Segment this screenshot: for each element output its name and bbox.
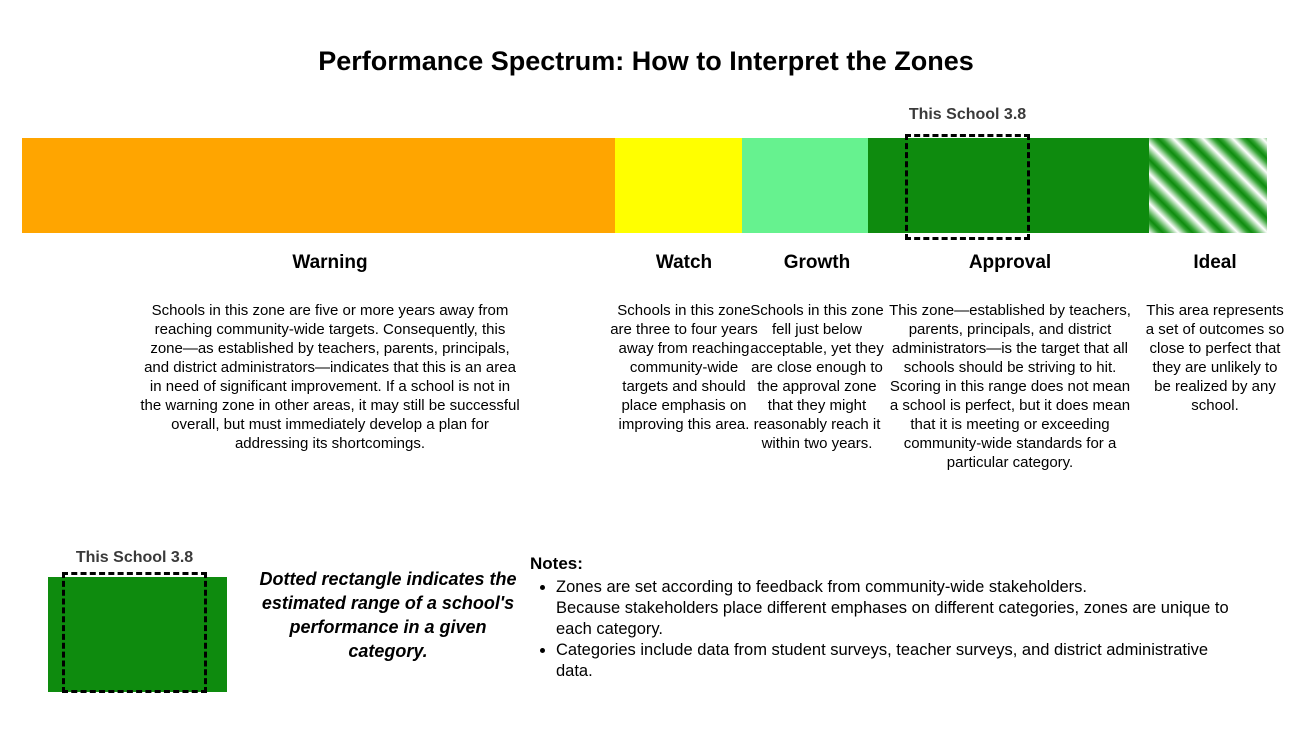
legend-dotted-rectangle bbox=[62, 572, 207, 693]
zone-label-growth: Growth bbox=[783, 252, 851, 273]
zone-approval-band bbox=[868, 138, 1149, 233]
school-range-marker bbox=[905, 134, 1030, 240]
notes-list: Zones are set according to feedback from… bbox=[530, 577, 1236, 682]
spectrum-bar bbox=[22, 138, 1267, 233]
zone-label-approval: Approval bbox=[968, 252, 1052, 273]
zone-warning-band bbox=[22, 138, 615, 233]
legend-green-swatch bbox=[48, 577, 227, 692]
legend-school-score-label: This School 3.8 bbox=[75, 549, 194, 566]
zone-ideal-band bbox=[1149, 138, 1267, 233]
school-score-label: This School 3.8 bbox=[908, 106, 1027, 123]
zone-description-warning: Schools in this zone are five or more ye… bbox=[140, 302, 520, 452]
note-item: Zones are set according to feedback from… bbox=[556, 577, 1236, 640]
zone-label-warning: Warning bbox=[292, 252, 368, 273]
zone-description-ideal: This area represents a set of outcomes s… bbox=[1145, 302, 1285, 414]
zone-growth-band bbox=[742, 138, 868, 233]
zone-description-watch: Schools in this zone are three to four y… bbox=[610, 302, 758, 433]
page-title: Performance Spectrum: How to Interpret t… bbox=[318, 46, 974, 76]
zone-label-ideal: Ideal bbox=[1193, 252, 1237, 273]
notes-heading: Notes: bbox=[530, 554, 583, 573]
zone-description-approval: This zone—established by teachers, paren… bbox=[889, 302, 1131, 471]
notes-section: Notes: Zones are set according to feedba… bbox=[530, 554, 1236, 682]
legend-caption: Dotted rectangle indicates the estimated… bbox=[259, 569, 517, 661]
note-item: Categories include data from student sur… bbox=[556, 640, 1236, 682]
zone-watch-band bbox=[615, 138, 742, 233]
zone-label-watch: Watch bbox=[655, 252, 713, 273]
zone-description-growth: Schools in this zone fell just below acc… bbox=[750, 302, 884, 452]
